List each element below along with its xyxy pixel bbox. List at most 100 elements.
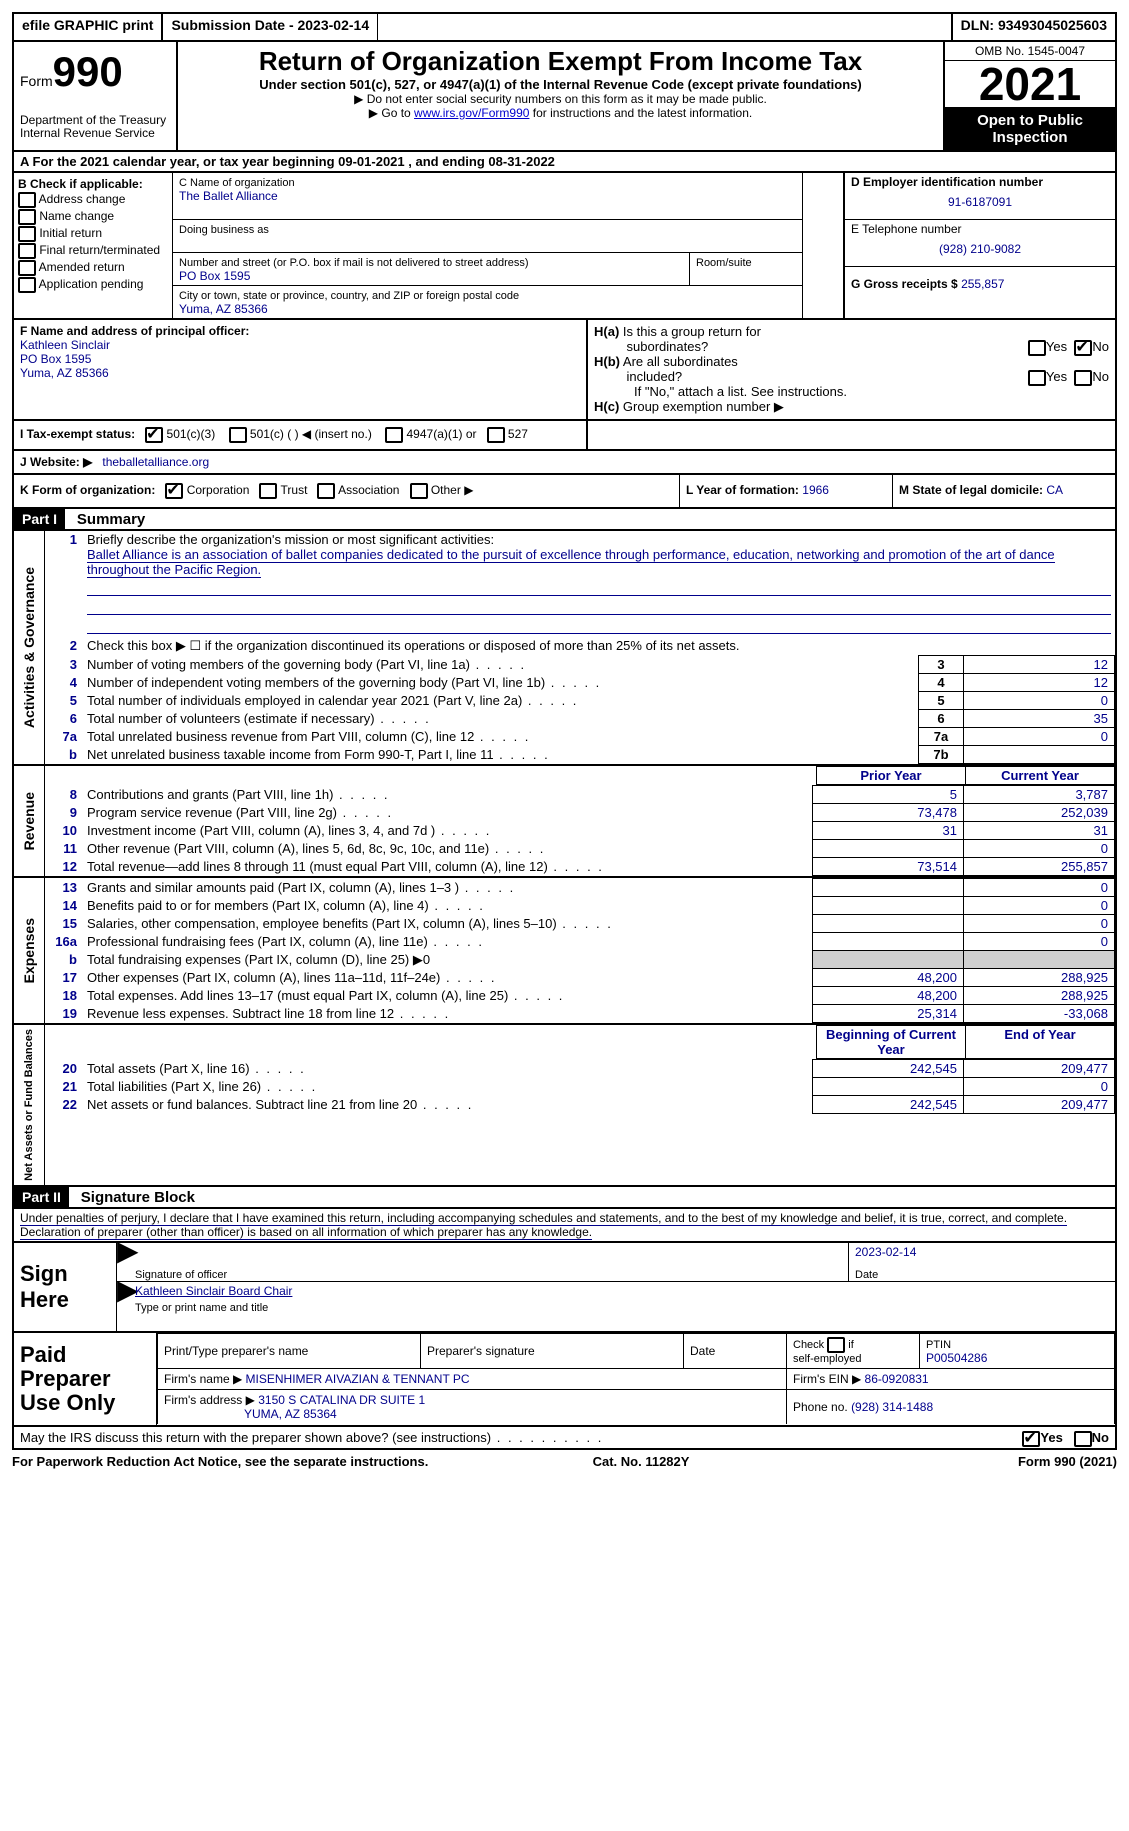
org-name-label: C Name of organization (179, 177, 295, 189)
l-label: L Year of formation: (686, 483, 799, 497)
501c-checkbox[interactable] (229, 427, 247, 443)
efile-label[interactable]: efile GRAPHIC print (14, 14, 163, 40)
room-label: Room/suite (696, 257, 752, 269)
sign-date: 2023-02-14 (855, 1245, 916, 1259)
gov-line-5: 5Total number of individuals employed in… (45, 692, 1115, 710)
hb-yes-checkbox[interactable] (1028, 370, 1046, 386)
firm-ein: 86-0920831 (865, 1372, 929, 1386)
form-title: Return of Organization Exempt From Incom… (186, 46, 935, 77)
end-year-header: End of Year (966, 1026, 1115, 1059)
line-15: 15Salaries, other compensation, employee… (45, 915, 1115, 933)
ein-value: 91-6187091 (851, 189, 1109, 209)
sign-date-label: Date (855, 1269, 878, 1281)
discuss-no-checkbox[interactable] (1074, 1431, 1092, 1447)
website-value: theballetalliance.org (102, 455, 209, 469)
footer-cat: Cat. No. 11282Y (593, 1454, 690, 1469)
begin-year-header: Beginning of Current Year (817, 1026, 966, 1059)
officer-city: Yuma, AZ 85366 (20, 366, 109, 380)
footer-left: For Paperwork Reduction Act Notice, see … (12, 1454, 428, 1469)
note-ssn: ▶ Do not enter social security numbers o… (186, 92, 935, 106)
line-14: 14Benefits paid to or for members (Part … (45, 897, 1115, 915)
m-value: CA (1046, 483, 1063, 497)
note-link: ▶ Go to www.irs.gov/Form990 for instruct… (186, 106, 935, 120)
line-10: 10Investment income (Part VIII, column (… (45, 822, 1115, 840)
activities-section: Activities & Governance 1 Briefly descri… (12, 531, 1117, 766)
corp-checkbox[interactable] (165, 483, 183, 499)
h-note: If "No," attach a list. See instructions… (594, 384, 1109, 399)
part2-title: Signature Block (73, 1187, 203, 1208)
prep-date-header: Date (684, 1333, 787, 1368)
discuss-row: May the IRS discuss this return with the… (12, 1427, 1117, 1450)
line-a: A For the 2021 calendar year, or tax yea… (12, 152, 1117, 173)
gross-value: 255,857 (961, 277, 1004, 291)
phone-label: E Telephone number (851, 222, 962, 236)
part-1: Part I Summary (12, 509, 1117, 531)
mission-label: Briefly describe the organization's miss… (87, 532, 494, 547)
b-option-2[interactable]: Initial return (18, 226, 168, 242)
form-subtitle: Under section 501(c), 527, or 4947(a)(1)… (186, 77, 935, 92)
tax-status-row: I Tax-exempt status: 501(c)(3) 501(c) ( … (12, 421, 1117, 451)
firm-name: MISENHIMER AIVAZIAN & TENNANT PC (246, 1372, 470, 1386)
prep-ptin: PTINP00504286 (920, 1333, 1115, 1368)
revenue-section: Revenue Prior Year Current Year 8Contrib… (12, 766, 1117, 878)
officer-addr: PO Box 1595 (20, 352, 91, 366)
line-12: 12Total revenue—add lines 8 through 11 (… (45, 858, 1115, 876)
b-option-1[interactable]: Name change (18, 209, 168, 225)
gross-label: G Gross receipts $ (851, 277, 958, 291)
tax-year: 2021 (945, 61, 1115, 108)
netassets-section: Net Assets or Fund Balances Beginning of… (12, 1025, 1117, 1187)
b-option-5[interactable]: Application pending (18, 277, 168, 293)
address: PO Box 1595 (179, 269, 250, 283)
section-b-header: B Check if applicable: (18, 177, 168, 191)
other-checkbox[interactable] (410, 483, 428, 499)
4947-checkbox[interactable] (385, 427, 403, 443)
footer-right: Form 990 (2021) (1018, 1454, 1117, 1469)
k-label: K Form of organization: (20, 483, 155, 497)
part1-title: Summary (69, 509, 153, 530)
prior-year-header: Prior Year (817, 767, 966, 785)
signer-name: Kathleen Sinclair Board Chair (135, 1284, 292, 1298)
firm-phone-label: Phone no. (793, 1400, 848, 1414)
side-rev-label: Revenue (19, 788, 39, 854)
irs-label: Internal Revenue Service (20, 126, 155, 140)
firm-addr-label: Firm's address ▶ (164, 1393, 255, 1407)
gov-line-3: 3Number of voting members of the governi… (45, 656, 1115, 674)
b-option-4[interactable]: Amended return (18, 260, 168, 276)
dept-label: Department of the Treasury (20, 113, 166, 127)
line-b: bTotal fundraising expenses (Part IX, co… (45, 951, 1115, 969)
line-21: 21Total liabilities (Part X, line 26)0 (45, 1078, 1115, 1096)
527-checkbox[interactable] (487, 427, 505, 443)
form-prefix: Form (20, 73, 53, 89)
firm-ein-label: Firm's EIN ▶ (793, 1372, 861, 1386)
side-gov-label: Activities & Governance (19, 563, 39, 732)
firm-addr1: 3150 S CATALINA DR SUITE 1 (258, 1393, 425, 1407)
top-bar: efile GRAPHIC print Submission Date - 20… (12, 12, 1117, 42)
line-9: 9Program service revenue (Part VIII, lin… (45, 804, 1115, 822)
line-11: 11Other revenue (Part VIII, column (A), … (45, 840, 1115, 858)
tax-status-label: I Tax-exempt status: (20, 427, 135, 441)
ha-yes-checkbox[interactable] (1028, 340, 1046, 356)
trust-checkbox[interactable] (259, 483, 277, 499)
side-net-label: Net Assets or Fund Balances (21, 1025, 37, 1185)
ein-label: D Employer identification number (851, 175, 1043, 189)
b-option-0[interactable]: Address change (18, 192, 168, 208)
prep-name-header: Print/Type preparer's name (158, 1333, 421, 1368)
declaration: Under penalties of perjury, I declare th… (12, 1209, 1117, 1243)
phone-value: (928) 210-9082 (851, 236, 1109, 256)
officer-label: F Name and address of principal officer: (20, 324, 249, 338)
irs-link[interactable]: www.irs.gov/Form990 (414, 106, 529, 120)
prep-self-emp: Check ifself-employed (787, 1333, 920, 1368)
discuss-yes-checkbox[interactable] (1022, 1431, 1040, 1447)
city-label: City or town, state or province, country… (179, 290, 519, 302)
signer-name-label: Type or print name and title (135, 1302, 268, 1314)
assoc-checkbox[interactable] (317, 483, 335, 499)
form-number-block: Form990 (20, 48, 170, 96)
ha-no-checkbox[interactable] (1074, 340, 1092, 356)
part-2: Part II Signature Block (12, 1187, 1117, 1209)
line-22: 22Net assets or fund balances. Subtract … (45, 1096, 1115, 1114)
preparer-label: Paid Preparer Use Only (14, 1333, 157, 1426)
501c3-checkbox[interactable] (145, 427, 163, 443)
hb-no-checkbox[interactable] (1074, 370, 1092, 386)
b-option-3[interactable]: Final return/terminated (18, 243, 168, 259)
website-label: J Website: ▶ (20, 455, 92, 469)
